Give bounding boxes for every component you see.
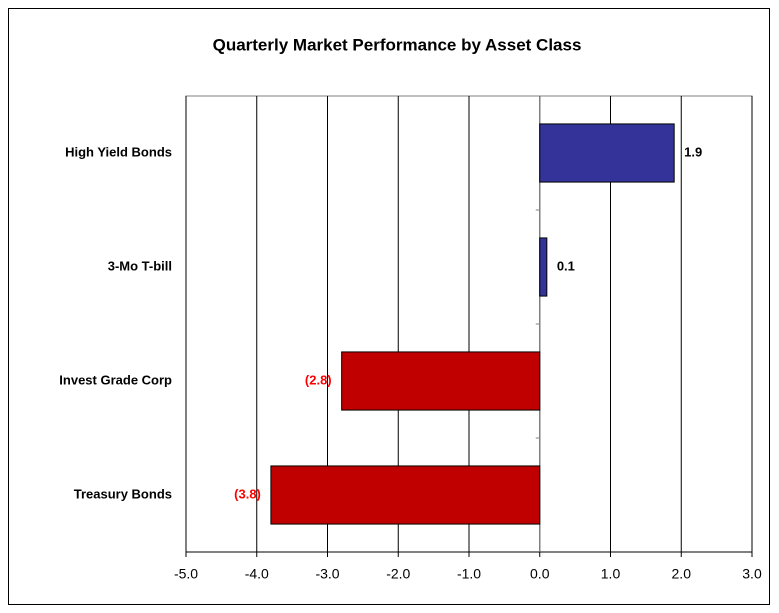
- bar: [341, 351, 541, 411]
- x-tick-label: -5.0: [174, 566, 198, 582]
- x-tick-label: -4.0: [245, 566, 269, 582]
- x-tick-label: -2.0: [386, 566, 410, 582]
- chart-title: Quarterly Market Performance by Asset Cl…: [213, 35, 582, 54]
- x-tick-label: 1.0: [601, 566, 621, 582]
- y-tick-label: High Yield Bonds: [65, 144, 172, 159]
- y-tick-label: 3-Mo T-bill: [108, 258, 172, 273]
- y-tick-label: Invest Grade Corp: [59, 372, 172, 387]
- y-tick-label: Treasury Bonds: [74, 486, 172, 501]
- bar: [539, 237, 548, 297]
- value-label: (2.8): [305, 372, 332, 387]
- x-tick-label: 3.0: [742, 566, 762, 582]
- x-tick-label: 2.0: [672, 566, 692, 582]
- value-label: 0.1: [557, 258, 575, 273]
- value-label: (3.8): [234, 486, 261, 501]
- bar: [270, 465, 541, 525]
- x-tick-label: 0.0: [530, 566, 550, 582]
- x-tick-label: -1.0: [457, 566, 481, 582]
- x-tick-label: -3.0: [315, 566, 339, 582]
- bar: [539, 123, 675, 183]
- value-label: 1.9: [684, 144, 702, 159]
